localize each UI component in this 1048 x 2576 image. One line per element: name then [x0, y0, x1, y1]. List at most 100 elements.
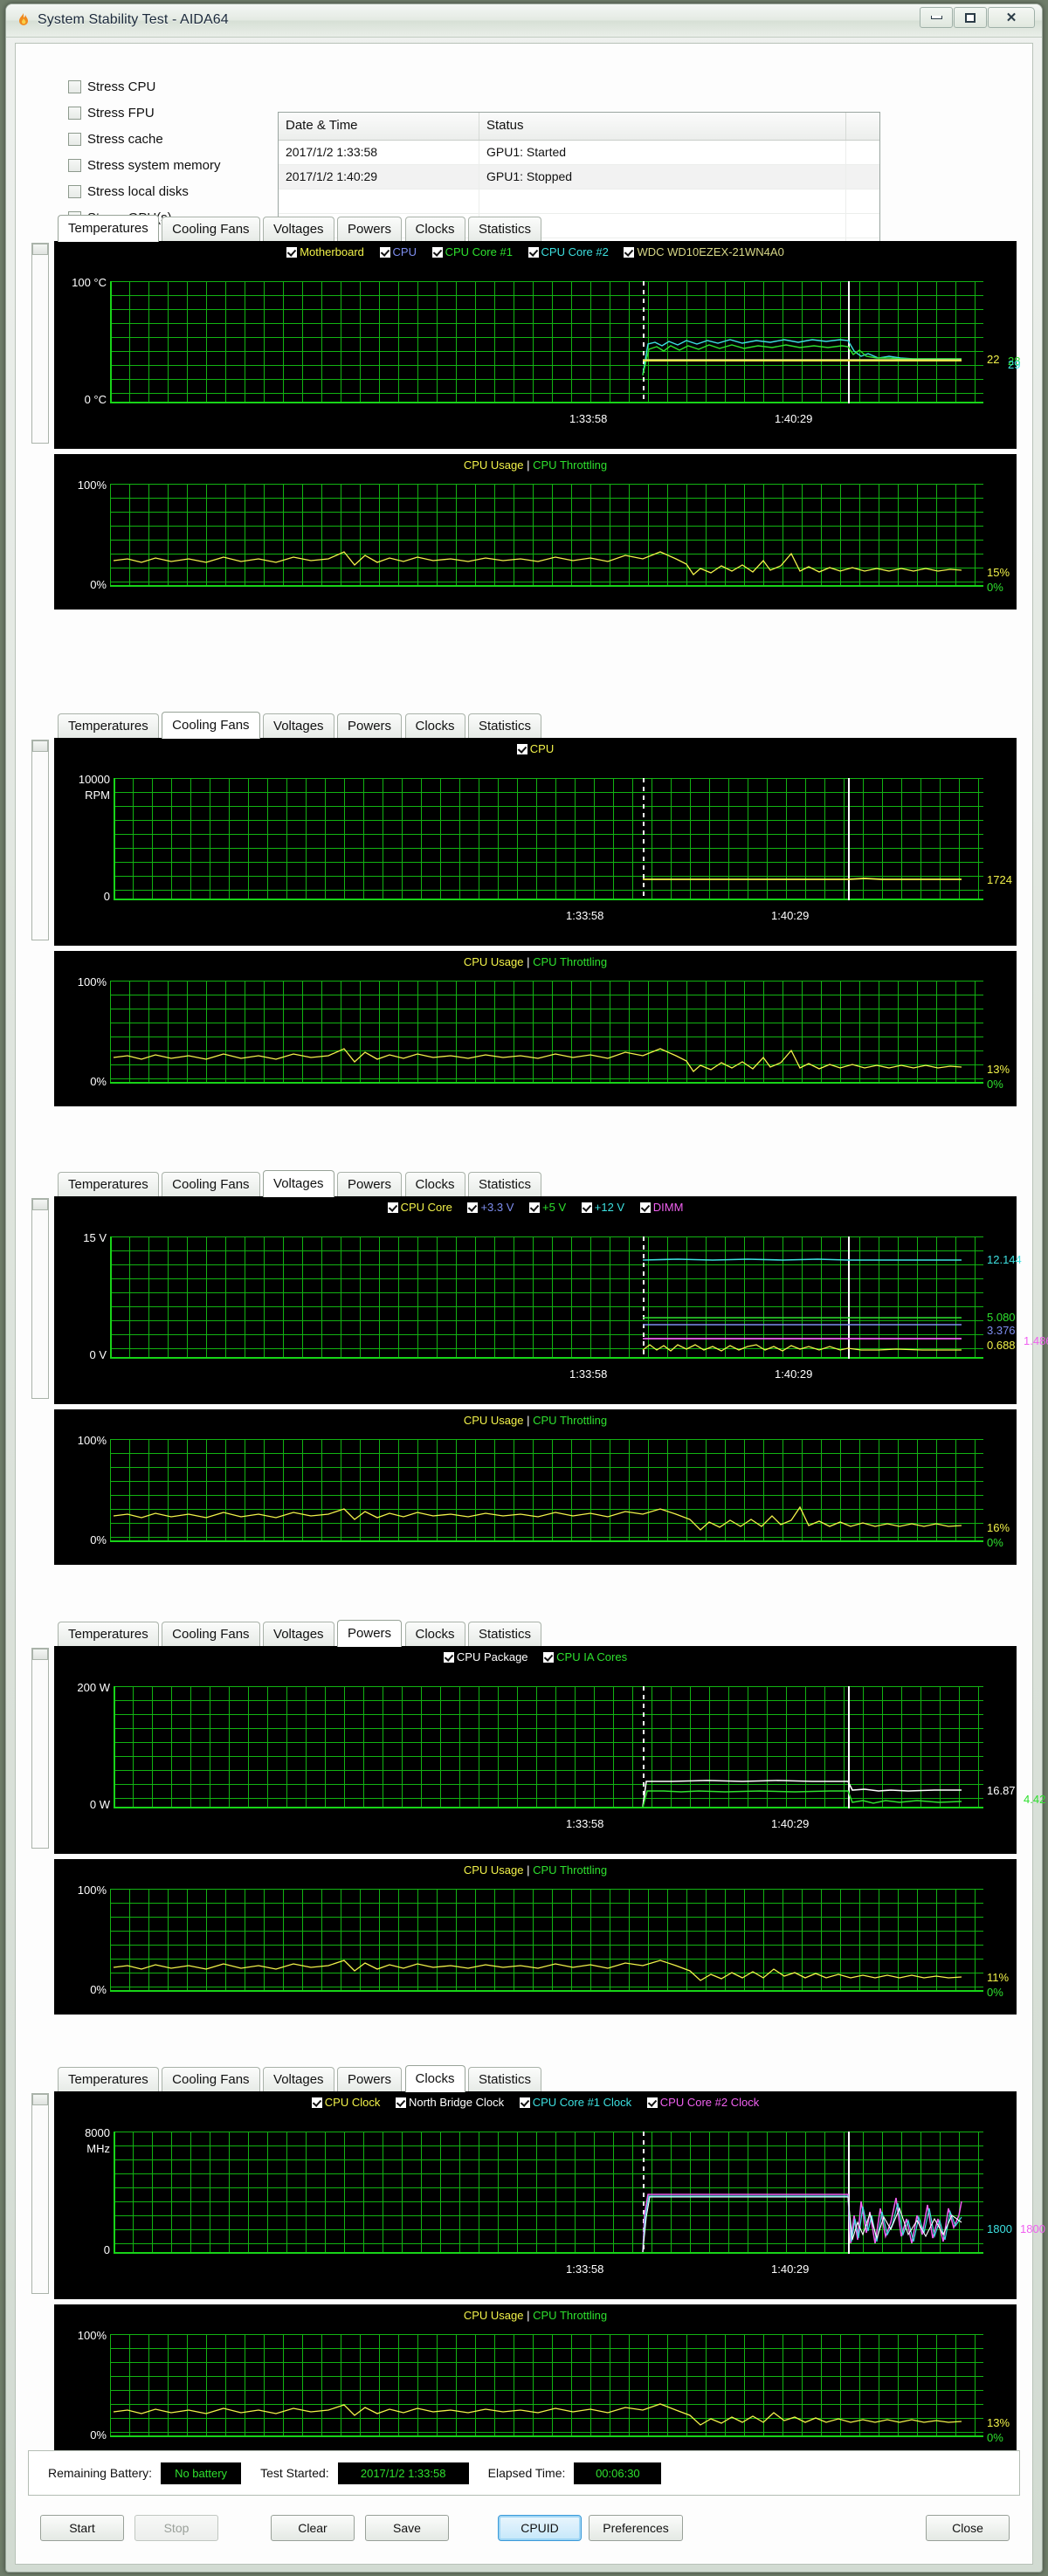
tab-statistics[interactable]: Statistics [467, 217, 541, 242]
tab-voltages[interactable]: Voltages [263, 1622, 334, 1647]
tab-temperatures[interactable]: Temperatures [58, 1172, 159, 1197]
preferences-button[interactable]: Preferences [589, 2515, 683, 2541]
legend-item-3v3[interactable]: +3.3 V [467, 1201, 514, 1214]
chart-clocks[interactable]: CPU Clock North Bridge Clock CPU Core #1… [54, 2091, 1045, 2299]
tab-clocks[interactable]: Clocks [404, 713, 465, 739]
checkbox-stress-system-memory[interactable] [68, 158, 81, 172]
legend-checkbox-cpu-core[interactable] [387, 1202, 398, 1213]
tab-clocks[interactable]: Clocks [404, 1622, 465, 1647]
legend-item-cpu-core-1-clock[interactable]: CPU Core #1 Clock [519, 2096, 631, 2109]
tab-cooling-fans[interactable]: Cooling Fans [162, 712, 260, 739]
legend-checkbox-hdd[interactable] [624, 247, 635, 258]
title-bar[interactable]: System Stability Test - AIDA64 ✕ [6, 4, 1042, 38]
tab-clocks[interactable]: Clocks [404, 2065, 465, 2092]
legend-checkbox-motherboard[interactable] [286, 247, 298, 258]
legend-checkbox-cpu[interactable] [379, 247, 390, 258]
legend-item-north-bridge-clock[interactable]: North Bridge Clock [395, 2096, 504, 2109]
legend-item-dimm[interactable]: DIMM [639, 1201, 683, 1214]
legend-item-5v[interactable]: +5 V [529, 1201, 566, 1214]
chart-voltages[interactable]: CPU Core +3.3 V +5 V +12 V DIMM 15 V 0 V [54, 1196, 1048, 1404]
checkbox-row-stress-cache[interactable]: Stress cache [68, 126, 221, 152]
tab-statistics[interactable]: Statistics [467, 713, 541, 739]
column-header-datetime[interactable]: Date & Time [279, 113, 479, 140]
checkbox-row-stress-local-disks[interactable]: Stress local disks [68, 178, 221, 204]
checkbox-stress-cache[interactable] [68, 132, 81, 146]
tab-cooling-fans[interactable]: Cooling Fans [162, 217, 260, 242]
chart-usage-temperatures[interactable]: CPU Usage | CPU Throttling 100% 0% 15% [54, 454, 1017, 610]
tab-cooling-fans[interactable]: Cooling Fans [162, 2067, 260, 2092]
legend-item-cpu-core[interactable]: CPU Core [387, 1201, 452, 1214]
legend-item-cpu-core-2-clock[interactable]: CPU Core #2 Clock [646, 2096, 759, 2109]
legend-item-cpu-package[interactable]: CPU Package [443, 1650, 528, 1663]
tab-temperatures[interactable]: Temperatures [58, 1622, 159, 1647]
checkbox-stress-fpu[interactable] [68, 106, 81, 120]
legend-item-cpu-ia-cores[interactable]: CPU IA Cores [543, 1650, 627, 1663]
checkbox-row-stress-cpu[interactable]: Stress CPU [68, 73, 221, 100]
legend-checkbox-cpu-core-1[interactable] [431, 247, 443, 258]
save-button[interactable]: Save [365, 2515, 449, 2541]
tab-voltages[interactable]: Voltages [263, 713, 334, 739]
table-row[interactable]: 2017/1/2 1:40:29 GPU1: Stopped [279, 165, 879, 189]
scrollbar-thumb[interactable] [32, 740, 48, 752]
scrollbar-voltages[interactable] [31, 1198, 49, 1399]
table-row[interactable]: 2017/1/2 1:33:58 GPU1: Started [279, 141, 879, 165]
legend-checkbox-cpu-ia-cores[interactable] [543, 1652, 555, 1663]
maximize-button[interactable] [954, 7, 987, 28]
chart-powers[interactable]: CPU Package CPU IA Cores 200 W 0 W [54, 1646, 1045, 1854]
tab-cooling-fans[interactable]: Cooling Fans [162, 1622, 260, 1647]
legend-item-cpu-core-2[interactable]: CPU Core #2 [527, 245, 609, 258]
chart-usage-clocks[interactable]: CPU Usage | CPU Throttling 100% 0% 13% [54, 2304, 1017, 2460]
legend-item-hdd[interactable]: WDC WD10EZEX-21WN4A0 [624, 245, 784, 258]
legend-item-motherboard[interactable]: Motherboard [286, 245, 364, 258]
scrollbar-cooling-fans[interactable] [31, 740, 49, 940]
scrollbar-temperatures[interactable] [31, 243, 49, 444]
tab-statistics[interactable]: Statistics [467, 1622, 541, 1647]
legend-item-cpu-fan[interactable]: CPU [516, 742, 554, 755]
legend-item-cpu-clock[interactable]: CPU Clock [311, 2096, 380, 2109]
tab-powers[interactable]: Powers [337, 1620, 403, 1647]
legend-checkbox-cpu-core-2-clock[interactable] [646, 2097, 658, 2108]
scrollbar-thumb[interactable] [32, 1649, 48, 1660]
legend-checkbox-cpu-package[interactable] [443, 1652, 454, 1663]
close-window-button[interactable]: ✕ [988, 7, 1035, 28]
cpuid-button[interactable]: CPUID [498, 2515, 582, 2541]
chart-usage-cooling-fans[interactable]: CPU Usage | CPU Throttling 100% 0% 13% [54, 951, 1017, 1106]
checkbox-row-stress-fpu[interactable]: Stress FPU [68, 100, 221, 126]
tab-powers[interactable]: Powers [337, 1172, 403, 1197]
legend-item-cpu[interactable]: CPU [379, 245, 417, 258]
legend-checkbox-cpu-core-2[interactable] [527, 247, 539, 258]
tab-temperatures[interactable]: Temperatures [58, 215, 159, 242]
tab-temperatures[interactable]: Temperatures [58, 2067, 159, 2092]
legend-item-12v[interactable]: +12 V [581, 1201, 624, 1214]
legend-item-cpu-core-1[interactable]: CPU Core #1 [431, 245, 513, 258]
scrollbar-clocks[interactable] [31, 2093, 49, 2294]
tab-statistics[interactable]: Statistics [467, 1172, 541, 1197]
scrollbar-thumb[interactable] [32, 244, 48, 255]
tab-clocks[interactable]: Clocks [404, 1172, 465, 1197]
checkbox-stress-cpu[interactable] [68, 79, 81, 93]
scrollbar-thumb[interactable] [32, 1199, 48, 1210]
legend-checkbox-cpu-clock[interactable] [311, 2097, 322, 2108]
clear-button[interactable]: Clear [271, 2515, 355, 2541]
legend-checkbox-dimm[interactable] [639, 1202, 651, 1213]
chart-cooling-fans[interactable]: CPU 10000 RPM 0 1:33: [54, 738, 1017, 946]
tab-powers[interactable]: Powers [337, 713, 403, 739]
legend-checkbox-3v3[interactable] [467, 1202, 479, 1213]
tab-clocks[interactable]: Clocks [404, 217, 465, 242]
chart-usage-powers[interactable]: CPU Usage | CPU Throttling 100% 0% 11% [54, 1859, 1017, 2015]
checkbox-row-stress-system-memory[interactable]: Stress system memory [68, 152, 221, 178]
legend-checkbox-cpu-fan[interactable] [516, 744, 527, 754]
start-button[interactable]: Start [40, 2515, 124, 2541]
legend-checkbox-north-bridge-clock[interactable] [395, 2097, 406, 2108]
column-header-status[interactable]: Status [479, 113, 846, 140]
table-row[interactable] [279, 189, 879, 214]
scrollbar-powers[interactable] [31, 1648, 49, 1849]
legend-checkbox-12v[interactable] [581, 1202, 592, 1213]
tab-voltages[interactable]: Voltages [263, 1170, 334, 1197]
legend-checkbox-5v[interactable] [529, 1202, 541, 1213]
close-button[interactable]: Close [926, 2515, 1010, 2541]
tab-powers[interactable]: Powers [337, 2067, 403, 2092]
legend-checkbox-cpu-core-1-clock[interactable] [519, 2097, 530, 2108]
column-header-extra[interactable] [846, 113, 879, 140]
checkbox-stress-local-disks[interactable] [68, 184, 81, 198]
